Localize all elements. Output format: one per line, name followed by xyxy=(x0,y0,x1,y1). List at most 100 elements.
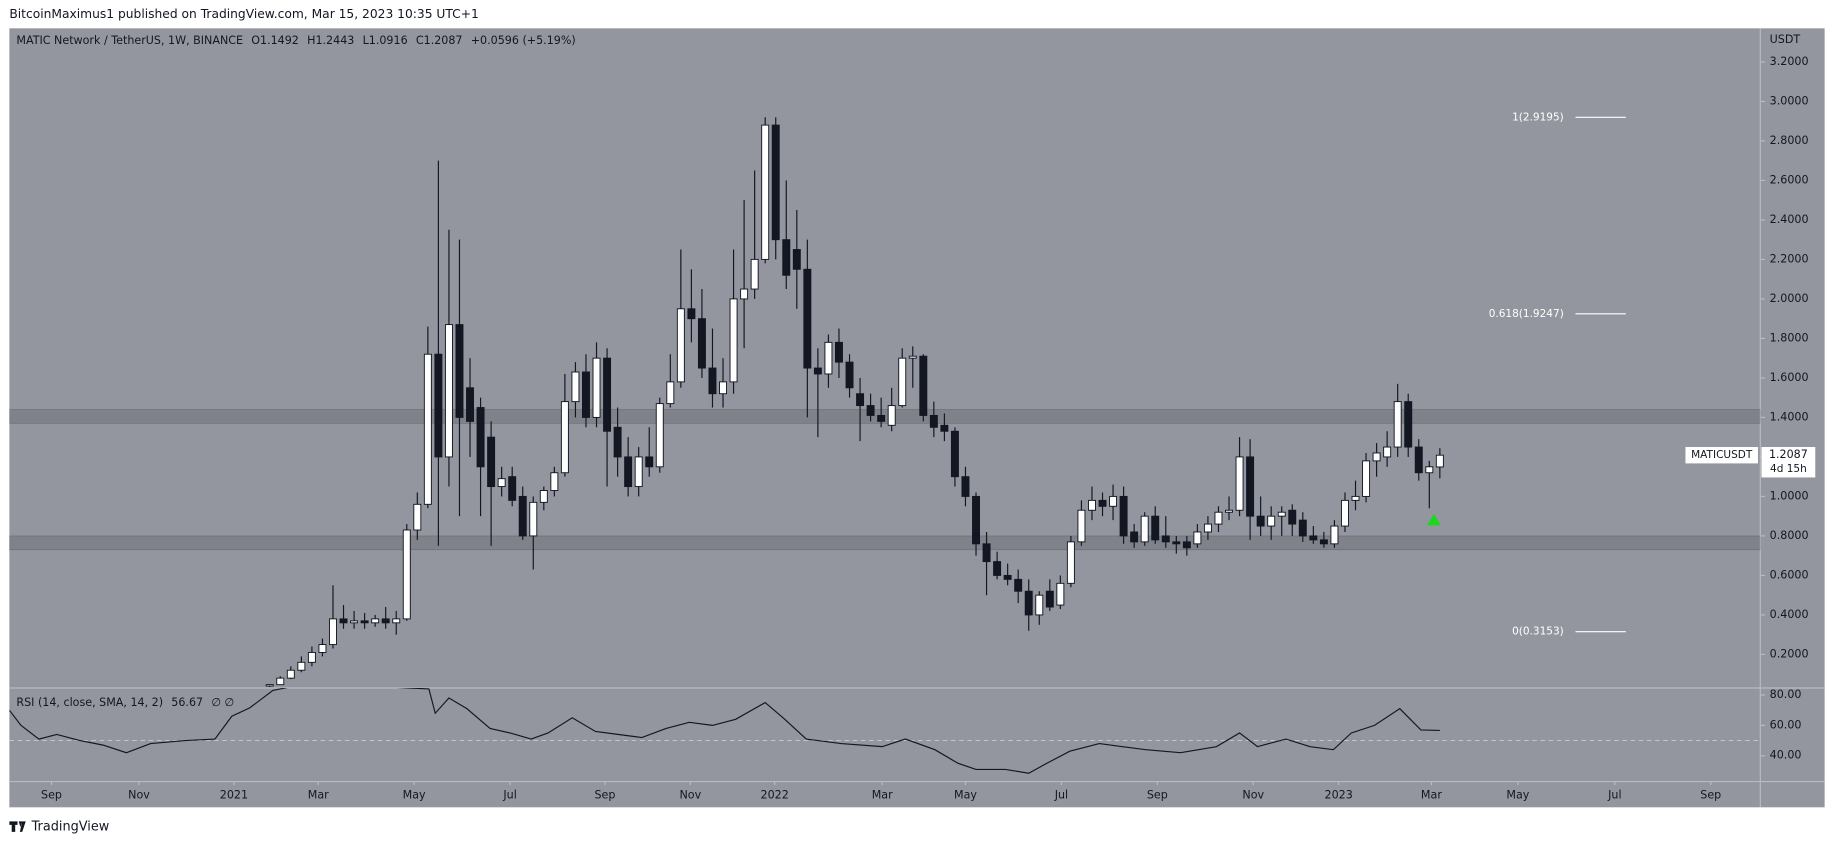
candle-body xyxy=(1288,509,1297,525)
candle-body xyxy=(487,436,496,488)
candle-body xyxy=(455,324,464,418)
x-tick-label: Sep xyxy=(1700,789,1721,802)
candle-body xyxy=(550,472,559,491)
candle-body xyxy=(1351,495,1360,501)
x-tick-label: 2023 xyxy=(1325,789,1353,802)
candle-body xyxy=(645,456,654,468)
candle-body xyxy=(476,407,485,468)
brand-name: TradingView xyxy=(31,820,110,835)
y-tick-label: 2.6000 xyxy=(1770,173,1809,186)
candle-body xyxy=(856,393,865,407)
candle-body xyxy=(1130,531,1139,543)
candle-body xyxy=(835,341,843,363)
candle-body xyxy=(1045,590,1054,608)
candle-body xyxy=(813,367,822,375)
candle-body xyxy=(508,476,517,501)
chart-background xyxy=(9,28,1825,808)
candle-body xyxy=(1225,509,1233,513)
candle-body xyxy=(434,353,443,458)
support-arrow xyxy=(1426,513,1441,526)
candle-body xyxy=(402,529,411,620)
y-tick-label: 2.2000 xyxy=(1770,252,1809,265)
candle-body xyxy=(845,361,854,389)
candle-body xyxy=(1214,511,1223,525)
rsi-y-tick-label: 60.00 xyxy=(1770,718,1802,731)
candle-body xyxy=(1087,499,1096,511)
ohlc-value: 1.2087 xyxy=(424,34,463,47)
y-tick-label: 2.8000 xyxy=(1770,134,1809,147)
candle-body xyxy=(466,387,475,422)
candle-body xyxy=(1393,401,1402,448)
candle-body xyxy=(297,661,306,671)
candle-body xyxy=(307,651,316,663)
candle-body xyxy=(993,561,1002,576)
candle-body xyxy=(655,403,664,468)
candle-body xyxy=(1003,574,1012,580)
candle-body xyxy=(371,618,380,624)
x-tick-label: Jul xyxy=(1607,789,1621,802)
x-tick-label: 2021 xyxy=(220,789,248,802)
candle-body xyxy=(360,620,369,624)
zone xyxy=(9,535,1761,551)
candle-body xyxy=(1172,541,1181,545)
candle-body xyxy=(1319,539,1328,545)
candle-body xyxy=(286,669,295,679)
brand: TradingView xyxy=(9,820,109,835)
x-tick-label: Sep xyxy=(594,789,615,802)
candle-body xyxy=(982,543,991,563)
x-tick-label: May xyxy=(954,789,977,802)
candle-body xyxy=(624,456,633,488)
y-tick-label: 1.8000 xyxy=(1770,331,1809,344)
candle-body xyxy=(1383,446,1392,458)
candle-body xyxy=(1340,499,1349,527)
candle-body xyxy=(1098,499,1107,507)
candle-body xyxy=(1404,401,1413,448)
candle-body xyxy=(1256,515,1265,527)
candle-body xyxy=(1035,594,1044,616)
candle-body xyxy=(381,618,390,624)
y-tick-label: 3.2000 xyxy=(1770,55,1809,68)
y-tick-label: 2.4000 xyxy=(1770,213,1809,226)
change: +0.0596 (+5.19%) xyxy=(471,34,576,47)
candle-body xyxy=(761,124,770,260)
candle-body xyxy=(929,414,938,428)
rsi-y-tick-label: 80.00 xyxy=(1770,688,1802,701)
candle-body xyxy=(1277,511,1286,517)
candle-body xyxy=(1066,541,1075,584)
countdown-label: 4d 15h xyxy=(1770,463,1807,475)
candle-body xyxy=(392,618,401,624)
symbol-legend: MATIC Network / TetherUS, 1W, BINANCE O1… xyxy=(16,34,575,47)
rsi-pane xyxy=(9,688,1761,774)
fib-label: 0.618(1.9247) xyxy=(1489,308,1564,320)
candle-body xyxy=(265,684,274,687)
ohlc-prefix: H xyxy=(307,34,315,47)
x-tick-label: Mar xyxy=(1421,789,1442,802)
candle-body xyxy=(634,456,643,488)
candle-body xyxy=(824,341,833,375)
x-tick-label: May xyxy=(403,789,426,802)
candle-body xyxy=(1140,515,1149,543)
rsi-title: RSI (14, close, SMA, 14, 2) xyxy=(16,696,163,709)
y-tick-label: 0.8000 xyxy=(1770,529,1809,542)
candle-body xyxy=(961,476,970,497)
candle-body xyxy=(898,357,907,407)
candle-body xyxy=(1425,466,1434,474)
candle-body xyxy=(708,367,717,395)
price-label: 1.2087 xyxy=(1769,448,1808,461)
x-tick-label: Mar xyxy=(872,789,893,802)
candle-body xyxy=(697,318,706,369)
candle-body xyxy=(539,490,548,503)
candle-body xyxy=(1435,454,1444,468)
candle-body xyxy=(1246,456,1255,517)
y-tick-label: 1.0000 xyxy=(1770,489,1809,502)
candle-body xyxy=(613,426,622,458)
candle-body xyxy=(1372,452,1381,462)
x-tick-label: May xyxy=(1506,789,1529,802)
x-tick-label: Nov xyxy=(1242,789,1264,802)
brand-logo xyxy=(9,821,26,832)
candle-body xyxy=(687,308,696,320)
overlay: 0.20000.40000.60000.80001.00001.20001.40… xyxy=(41,55,1816,802)
candle-body xyxy=(571,371,580,403)
